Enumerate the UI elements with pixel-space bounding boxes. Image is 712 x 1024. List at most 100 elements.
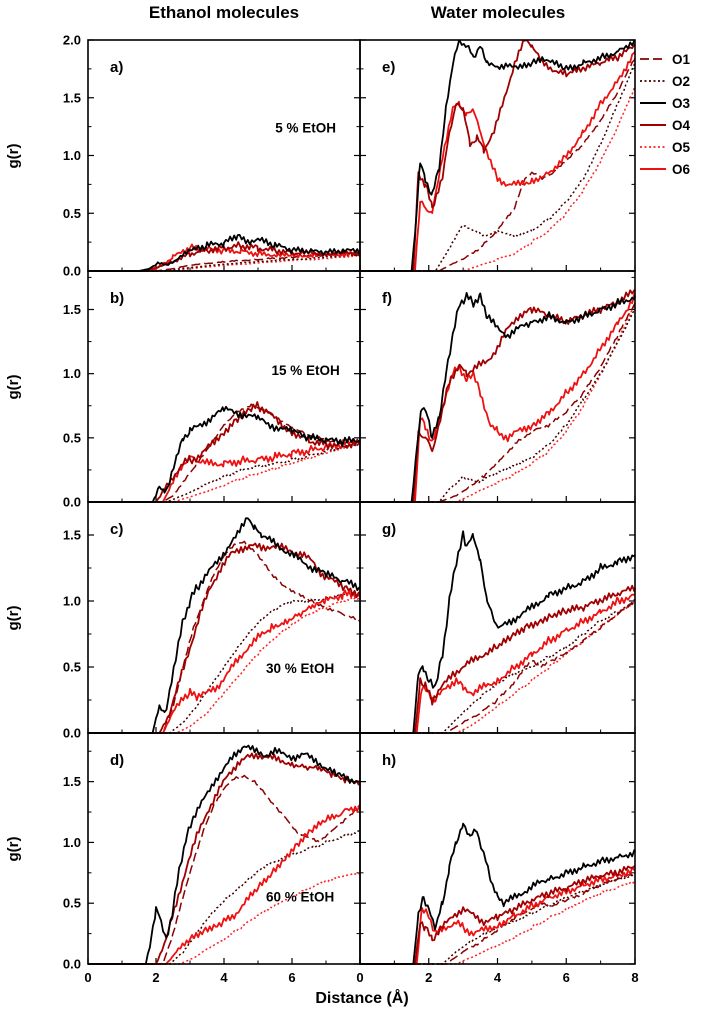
concentration-label: 30 % EtOH xyxy=(266,661,334,676)
legend-label: O1 xyxy=(672,51,691,67)
legend-label: O2 xyxy=(672,73,691,89)
x-tick-label: 6 xyxy=(288,970,295,985)
curve-o2 xyxy=(360,309,636,503)
legend-line-o1-icon xyxy=(640,58,666,60)
panel-f: f) xyxy=(359,270,636,503)
x-tick-label: 2 xyxy=(152,970,159,985)
curve-o6 xyxy=(88,439,361,503)
x-tick-label: 6 xyxy=(563,970,570,985)
column-title-water: Water molecules xyxy=(430,3,566,22)
x-tick-label: 4 xyxy=(220,970,228,985)
legend-entry-o5: O5 xyxy=(639,136,690,158)
panel-h: 0 2 4 6 8 h) xyxy=(356,732,639,985)
curve-o1 xyxy=(88,403,361,503)
y-tick-label: 0.0 xyxy=(63,726,81,741)
panel-letter-e: e) xyxy=(382,59,395,76)
legend-label: O4 xyxy=(672,117,691,133)
panel-a: 0.0 0.5 1.0 1.5 2.0 a) 5 % EtOH xyxy=(63,33,361,279)
curve-o2 xyxy=(88,441,361,503)
curve-o3 xyxy=(360,39,636,272)
panel-g: g) xyxy=(359,501,636,734)
y-tick-label: 0.5 xyxy=(63,206,81,221)
legend-entry-o2: O2 xyxy=(639,70,690,92)
curve-o2 xyxy=(360,599,636,734)
x-tick-label: 8 xyxy=(631,970,638,985)
panel-d: 0 2 4 6 0.0 0.5 1.0 1.5 d) 60 % EtOH xyxy=(63,732,361,985)
curve-o2 xyxy=(88,829,361,965)
curve-o2 xyxy=(360,62,636,272)
legend-entry-o4: O4 xyxy=(639,114,690,136)
curve-o6 xyxy=(88,804,361,965)
legend-line-o4-icon xyxy=(640,123,666,127)
x-axis-label: Distance (Å) xyxy=(315,990,409,1007)
legend-label: O6 xyxy=(672,161,691,177)
concentration-label: 15 % EtOH xyxy=(271,363,339,378)
panel-letter-h: h) xyxy=(382,752,396,769)
panel-e: e) xyxy=(359,39,636,272)
y-tick-label: 0.0 xyxy=(63,264,81,279)
curve-o3 xyxy=(88,517,361,734)
y-tick-label: 1.0 xyxy=(63,148,81,163)
curve-o5 xyxy=(88,871,361,965)
curve-o6 xyxy=(360,593,636,734)
y-tick-label: 2.0 xyxy=(63,33,81,48)
y-tick-label: 1.0 xyxy=(63,366,81,381)
legend-label: O5 xyxy=(672,139,691,155)
y-tick-label: 0.5 xyxy=(63,430,81,445)
y-tick-label: 1.0 xyxy=(63,594,81,609)
legend-line-o3-icon xyxy=(640,101,666,105)
y-tick-label: 1.5 xyxy=(63,302,81,317)
y-tick-label: 1.5 xyxy=(63,90,81,105)
curve-o3 xyxy=(360,822,636,965)
curve-o1 xyxy=(88,774,361,965)
panel-letter-d: d) xyxy=(110,752,124,769)
curve-o3 xyxy=(88,744,361,965)
y-tick-label: 1.5 xyxy=(63,774,81,789)
panel-letter-a: a) xyxy=(110,59,123,76)
curve-o5 xyxy=(360,600,636,734)
y-tick-label: 0.5 xyxy=(63,660,81,675)
y-tick-label: 0.5 xyxy=(63,896,81,911)
curve-o4 xyxy=(360,584,636,734)
curve-o5 xyxy=(360,85,636,272)
panel-letter-g: g) xyxy=(382,521,396,538)
x-tick-label: 0 xyxy=(84,970,91,985)
curve-o3 xyxy=(360,291,636,503)
legend: O1 O2 O3 O4 O5 O6 xyxy=(639,48,690,180)
column-title-ethanol: Ethanol molecules xyxy=(148,3,300,22)
x-tick-label: 2 xyxy=(425,970,432,985)
legend-line-o6-icon xyxy=(640,167,666,171)
curve-o5 xyxy=(360,302,636,503)
curve-o4 xyxy=(360,865,636,965)
curve-o6 xyxy=(360,866,636,965)
y-tick-label: 1.5 xyxy=(63,528,81,543)
legend-entry-o6: O6 xyxy=(639,158,690,180)
curve-o5 xyxy=(360,880,636,965)
curve-o4 xyxy=(88,542,361,734)
panel-letter-b: b) xyxy=(110,290,124,307)
curve-o1 xyxy=(360,600,636,734)
legend-entry-o3: O3 xyxy=(639,92,690,114)
panel-b: 0.0 0.5 1.0 1.5 b) 15 % EtOH xyxy=(63,270,361,510)
panel-letter-c: c) xyxy=(110,521,123,538)
curve-o5 xyxy=(88,596,361,734)
curve-o4 xyxy=(88,752,361,965)
y-tick-label: 0.0 xyxy=(63,495,81,510)
concentration-label: 5 % EtOH xyxy=(275,120,336,135)
curve-o6 xyxy=(360,51,636,272)
y-tick-label: 0.0 xyxy=(63,957,81,972)
legend-label: O3 xyxy=(672,95,691,111)
curve-o4 xyxy=(88,401,361,503)
x-tick-label: 0 xyxy=(356,970,363,985)
curve-o1 xyxy=(360,57,636,272)
panel-c: 0.0 0.5 1.0 1.5 c) 30 % EtOH xyxy=(63,501,361,741)
x-tick-label: 4 xyxy=(494,970,502,985)
y-tick-label: 1.0 xyxy=(63,835,81,850)
concentration-label: 60 % EtOH xyxy=(266,890,334,905)
curve-o4 xyxy=(360,39,636,272)
panel-letter-f: f) xyxy=(382,290,392,307)
curve-o1 xyxy=(360,302,636,503)
curve-o5 xyxy=(88,443,361,503)
